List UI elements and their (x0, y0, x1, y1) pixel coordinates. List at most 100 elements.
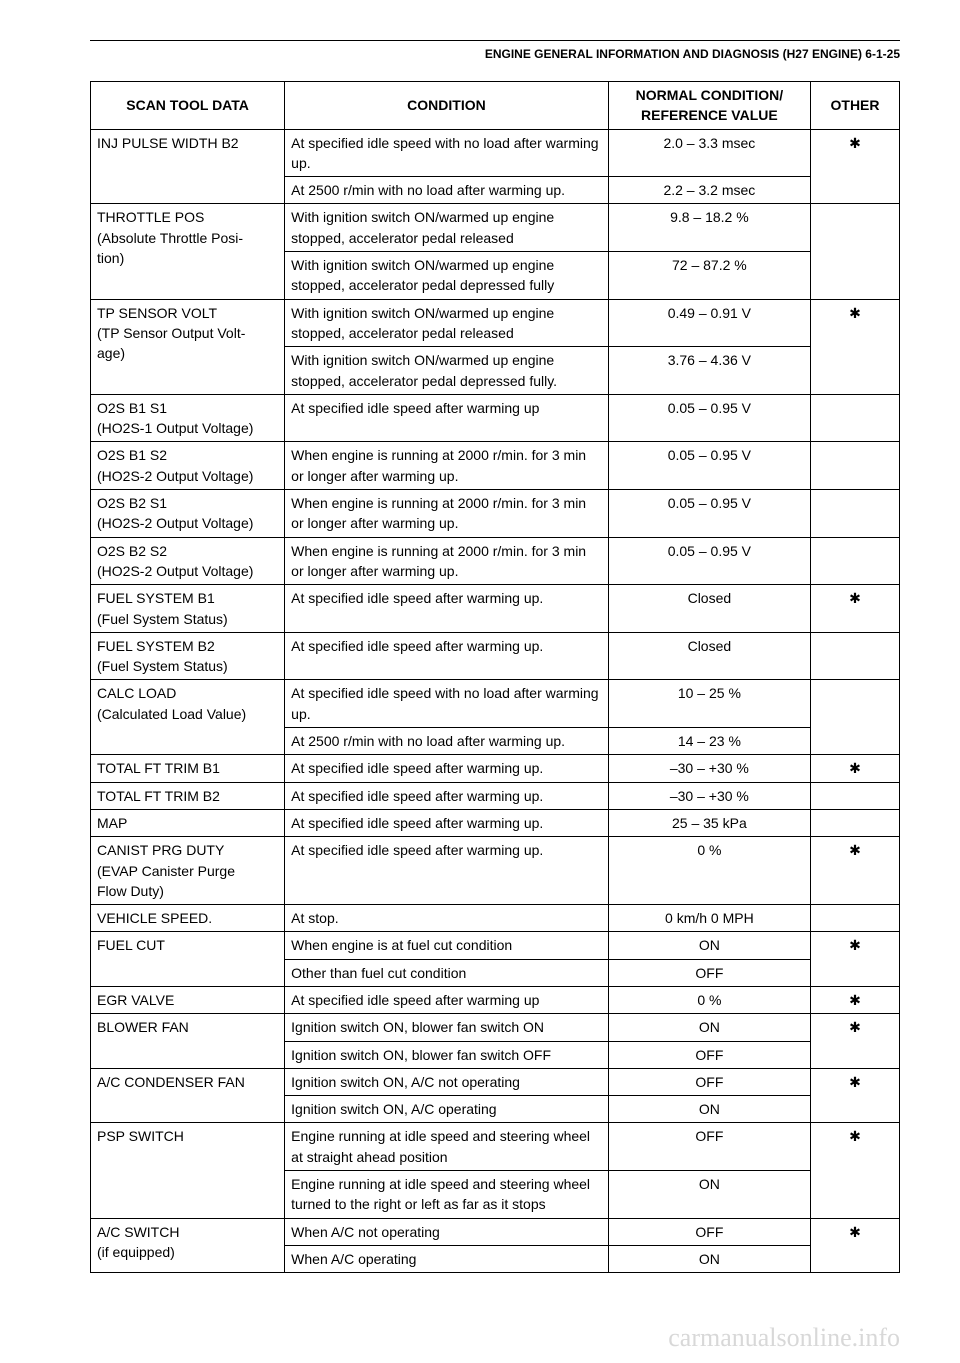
scan-l2: (Fuel System Status) (97, 658, 228, 674)
other-cell: ✱ (811, 1123, 900, 1218)
value-cell: Closed (608, 585, 810, 633)
cond-cell: At specified idle speed after warming up… (285, 782, 609, 809)
other-cell (811, 204, 900, 299)
page-header: ENGINE GENERAL INFORMATION AND DIAGNOSIS… (90, 47, 900, 61)
scan-cell: VEHICLE SPEED. (91, 905, 285, 932)
scan-cell: FUEL SYSTEM B2 (Fuel System Status) (91, 632, 285, 680)
table-row: A/C SWITCH (if equipped) When A/C not op… (91, 1218, 900, 1245)
table-row: BLOWER FAN Ignition switch ON, blower fa… (91, 1014, 900, 1041)
table-header-row: SCAN TOOL DATA CONDITION NORMAL CONDITIO… (91, 82, 900, 130)
scan-l1: FUEL SYSTEM B2 (97, 638, 215, 654)
col-condition: CONDITION (285, 82, 609, 130)
value-cell: OFF (608, 1068, 810, 1095)
scan-l1: O2S B1 S1 (97, 400, 167, 416)
col-normal-l2: REFERENCE VALUE (641, 107, 778, 123)
cond-cell: When A/C not operating (285, 1218, 609, 1245)
header-rule (90, 40, 900, 41)
cond-cell: At specified idle speed after warming up… (285, 632, 609, 680)
other-cell: ✱ (811, 299, 900, 394)
value-cell: 25 – 35 kPa (608, 809, 810, 836)
scan-l2: (HO2S-2 Output Voltage) (97, 563, 253, 579)
other-cell: ✱ (811, 585, 900, 633)
value-cell: 9.8 – 18.2 % (608, 204, 810, 252)
scan-cell: PSP SWITCH (91, 1123, 285, 1218)
other-cell (811, 905, 900, 932)
cond-cell: Ignition switch ON, A/C operating (285, 1096, 609, 1123)
scan-l1: CANIST PRG DUTY (97, 842, 224, 858)
scan-l1: FUEL SYSTEM B1 (97, 590, 215, 606)
value-cell: –30 – +30 % (608, 755, 810, 782)
scan-l2: (HO2S-2 Output Voltage) (97, 515, 253, 531)
table-row: THROTTLE POS (Absolute Throttle Posi- ti… (91, 204, 900, 252)
value-cell: 0.05 – 0.95 V (608, 394, 810, 442)
cond-cell: When engine is running at 2000 r/min. fo… (285, 490, 609, 538)
col-normal-l1: NORMAL CONDITION/ (636, 87, 784, 103)
scan-tool-table: SCAN TOOL DATA CONDITION NORMAL CONDITIO… (90, 81, 900, 1273)
cond-cell: At specified idle speed after warming up… (285, 809, 609, 836)
cond-cell: Ignition switch ON, A/C not operating (285, 1068, 609, 1095)
cond-cell: With ignition switch ON/warmed up engine… (285, 299, 609, 347)
other-cell (811, 442, 900, 490)
scan-l1: THROTTLE POS (97, 209, 204, 225)
cond-cell: When engine is at fuel cut condition (285, 932, 609, 959)
value-cell: 2.0 – 3.3 msec (608, 129, 810, 177)
cond-cell: At specified idle speed after warming up… (285, 837, 609, 905)
table-row: MAP At specified idle speed after warmin… (91, 809, 900, 836)
cond-cell: At stop. (285, 905, 609, 932)
cond-cell: Engine running at idle speed and steerin… (285, 1171, 609, 1219)
scan-cell: O2S B1 S1 (HO2S-1 Output Voltage) (91, 394, 285, 442)
value-cell: 10 – 25 % (608, 680, 810, 728)
table-row: CANIST PRG DUTY (EVAP Canister Purge Flo… (91, 837, 900, 905)
other-cell: ✱ (811, 1218, 900, 1273)
scan-l1: A/C SWITCH (97, 1224, 179, 1240)
scan-l2: (Fuel System Status) (97, 611, 228, 627)
other-cell (811, 537, 900, 585)
value-cell: 0.05 – 0.95 V (608, 442, 810, 490)
col-normal-condition: NORMAL CONDITION/ REFERENCE VALUE (608, 82, 810, 130)
other-cell: ✱ (811, 1014, 900, 1069)
scan-cell: A/C SWITCH (if equipped) (91, 1218, 285, 1273)
table-row: FUEL CUT When engine is at fuel cut cond… (91, 932, 900, 959)
cond-cell: At specified idle speed after warming up (285, 986, 609, 1013)
table-row: VEHICLE SPEED. At stop. 0 km/h 0 MPH (91, 905, 900, 932)
cond-cell: When A/C operating (285, 1245, 609, 1272)
cond-cell: At specified idle speed after warming up (285, 394, 609, 442)
scan-cell: FUEL SYSTEM B1 (Fuel System Status) (91, 585, 285, 633)
watermark: carmanualsonline.info (0, 1303, 960, 1363)
other-cell (811, 809, 900, 836)
cond-cell: Ignition switch ON, blower fan switch OF… (285, 1041, 609, 1068)
value-cell: OFF (608, 1218, 810, 1245)
cond-cell: At 2500 r/min with no load after warming… (285, 177, 609, 204)
scan-cell: TP SENSOR VOLT (TP Sensor Output Volt- a… (91, 299, 285, 394)
scan-l3: age) (97, 345, 125, 361)
scan-l1: CALC LOAD (97, 685, 176, 701)
value-cell: 72 – 87.2 % (608, 252, 810, 300)
value-cell: 0.49 – 0.91 V (608, 299, 810, 347)
other-cell: ✱ (811, 755, 900, 782)
cond-cell: At specified idle speed after warming up… (285, 755, 609, 782)
other-cell: ✱ (811, 932, 900, 987)
scan-cell: O2S B1 S2 (HO2S-2 Output Voltage) (91, 442, 285, 490)
value-cell: ON (608, 932, 810, 959)
value-cell: 0.05 – 0.95 V (608, 537, 810, 585)
cond-cell: At specified idle speed with no load aft… (285, 129, 609, 177)
value-cell: 14 – 23 % (608, 728, 810, 755)
other-cell (811, 394, 900, 442)
value-cell: Closed (608, 632, 810, 680)
scan-cell: TOTAL FT TRIM B1 (91, 755, 285, 782)
value-cell: OFF (608, 959, 810, 986)
scan-l1: O2S B1 S2 (97, 447, 167, 463)
scan-cell: CANIST PRG DUTY (EVAP Canister Purge Flo… (91, 837, 285, 905)
scan-cell: MAP (91, 809, 285, 836)
table-row: TOTAL FT TRIM B1 At specified idle speed… (91, 755, 900, 782)
page-header-title: ENGINE GENERAL INFORMATION AND DIAGNOSIS… (485, 47, 900, 61)
cond-cell: With ignition switch ON/warmed up engine… (285, 252, 609, 300)
col-other: OTHER (811, 82, 900, 130)
scan-l3: tion) (97, 250, 124, 266)
scan-cell: A/C CONDENSER FAN (91, 1068, 285, 1123)
other-cell (811, 680, 900, 755)
cond-cell: At 2500 r/min with no load after warming… (285, 728, 609, 755)
cond-cell: Other than fuel cut condition (285, 959, 609, 986)
value-cell: 0 km/h 0 MPH (608, 905, 810, 932)
scan-cell: TOTAL FT TRIM B2 (91, 782, 285, 809)
